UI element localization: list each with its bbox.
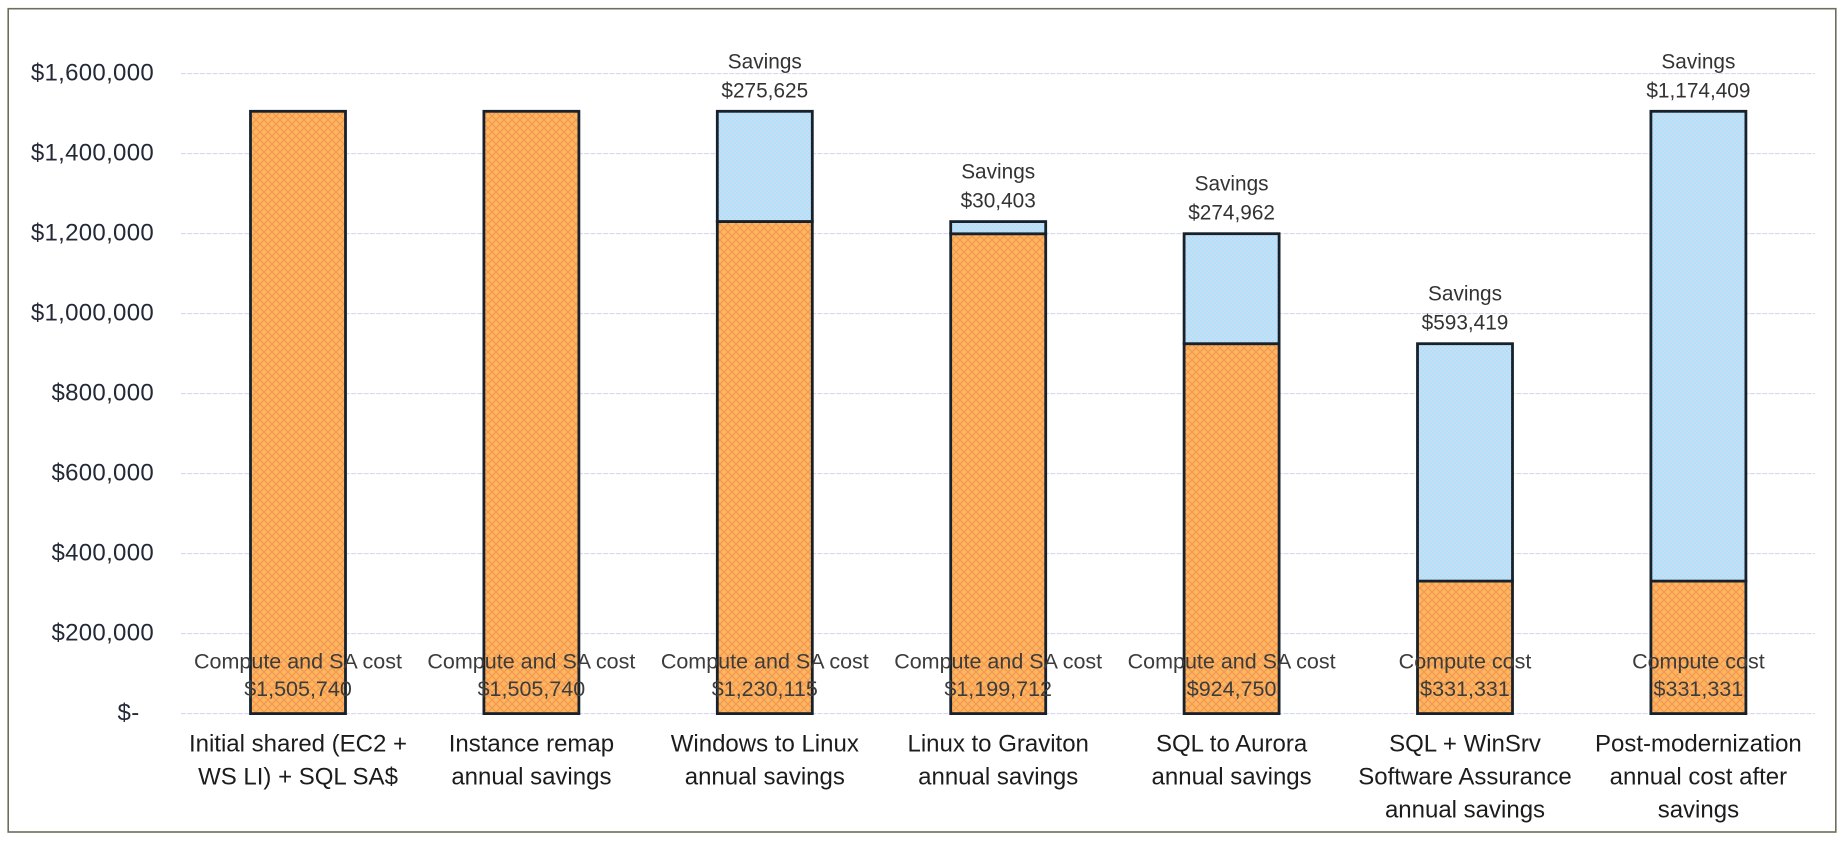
svg-text:$800,000: $800,000 — [51, 380, 154, 407]
svg-text:annual savings: annual savings — [1385, 797, 1545, 824]
svg-text:WS LI) + SQL SA$: WS LI) + SQL SA$ — [198, 764, 398, 791]
svg-text:annual cost after: annual cost after — [1610, 764, 1787, 791]
svg-text:Savings: Savings — [961, 161, 1035, 184]
svg-text:$600,000: $600,000 — [51, 460, 154, 487]
svg-text:$1,230,115: $1,230,115 — [712, 677, 818, 701]
svg-text:annual savings: annual savings — [918, 764, 1078, 791]
svg-text:Windows to Linux: Windows to Linux — [671, 731, 859, 758]
svg-text:annual savings: annual savings — [1152, 764, 1312, 791]
svg-text:$1,000,000: $1,000,000 — [31, 300, 154, 327]
svg-text:Savings: Savings — [1195, 173, 1269, 196]
svg-text:savings: savings — [1658, 797, 1739, 824]
svg-text:$1,505,740: $1,505,740 — [478, 677, 586, 701]
svg-text:Linux to Graviton: Linux to Graviton — [907, 731, 1088, 758]
svg-text:$400,000: $400,000 — [51, 540, 154, 567]
svg-text:Initial shared (EC2 +: Initial shared (EC2 + — [189, 731, 407, 758]
svg-text:annual savings: annual savings — [451, 764, 611, 791]
svg-text:$275,625: $275,625 — [721, 79, 808, 102]
svg-text:Savings: Savings — [1661, 50, 1735, 73]
svg-text:$1,200,000: $1,200,000 — [31, 220, 154, 247]
svg-text:$1,174,409: $1,174,409 — [1646, 79, 1750, 102]
svg-text:SQL to Aurora: SQL to Aurora — [1156, 731, 1308, 758]
svg-text:$200,000: $200,000 — [51, 620, 154, 647]
svg-text:Post-modernization: Post-modernization — [1595, 731, 1802, 758]
svg-text:$274,962: $274,962 — [1188, 202, 1275, 225]
svg-text:$593,419: $593,419 — [1422, 312, 1509, 335]
svg-text:$1,505,740: $1,505,740 — [244, 677, 352, 701]
svg-text:Software Assurance: Software Assurance — [1358, 764, 1571, 791]
svg-text:Savings: Savings — [728, 50, 802, 73]
svg-text:Compute and SA cost: Compute and SA cost — [1128, 650, 1336, 674]
svg-text:$924,750: $924,750 — [1187, 677, 1277, 701]
svg-text:Compute and SA cost: Compute and SA cost — [427, 650, 635, 674]
svg-text:Compute cost: Compute cost — [1399, 650, 1532, 674]
svg-text:$1,600,000: $1,600,000 — [31, 60, 154, 87]
svg-text:$30,403: $30,403 — [961, 190, 1036, 213]
svg-text:Compute and SA cost: Compute and SA cost — [661, 650, 869, 674]
svg-text:Compute and SA cost: Compute and SA cost — [894, 650, 1102, 674]
svg-text:$-: $- — [118, 700, 140, 727]
svg-text:$331,331: $331,331 — [1420, 677, 1510, 701]
svg-text:$1,400,000: $1,400,000 — [31, 140, 154, 167]
svg-text:$1,199,712: $1,199,712 — [944, 677, 1052, 701]
svg-text:Savings: Savings — [1428, 283, 1502, 306]
svg-text:annual savings: annual savings — [685, 764, 845, 791]
svg-text:Instance remap: Instance remap — [449, 731, 614, 758]
svg-text:Compute cost: Compute cost — [1632, 650, 1765, 674]
svg-text:$331,331: $331,331 — [1654, 677, 1744, 701]
svg-text:Compute and SA cost: Compute and SA cost — [194, 650, 402, 674]
svg-text:SQL + WinSrv: SQL + WinSrv — [1389, 731, 1541, 758]
